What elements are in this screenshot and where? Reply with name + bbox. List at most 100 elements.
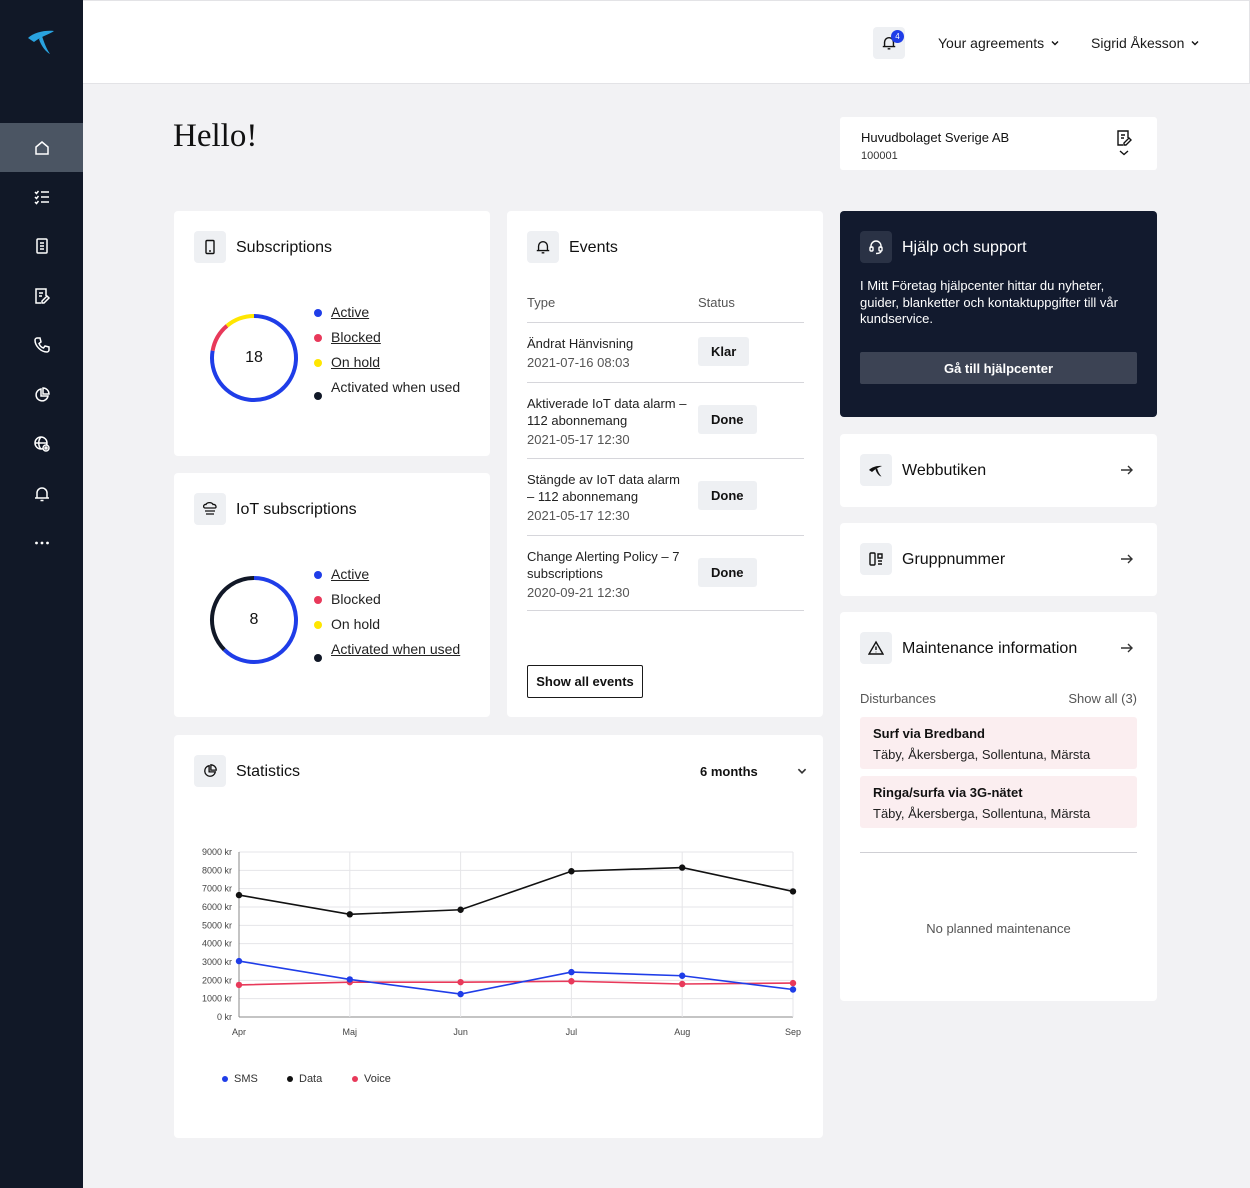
notifications-button[interactable]: 4 (873, 27, 905, 59)
arrow-right-icon (1121, 554, 1133, 564)
nav-more[interactable] (0, 518, 83, 567)
data-point-data[interactable] (568, 868, 575, 875)
event-status-badge: Done (698, 558, 757, 587)
data-point-voice[interactable] (568, 978, 575, 985)
x-tick-label: Jul (566, 1027, 578, 1037)
event-row[interactable]: Change Alerting Policy – 7 subscriptions… (527, 535, 804, 611)
iot-donut (210, 576, 298, 664)
disturbance-item[interactable]: Surf via Bredband Täby, Åkersberga, Soll… (860, 717, 1137, 769)
legend-item[interactable]: Blocked2 (314, 329, 614, 346)
legend-label: On hold (331, 616, 381, 632)
bell-icon (34, 486, 49, 501)
legend-item[interactable]: Active14 (314, 304, 614, 321)
notification-count-badge: 4 (891, 30, 904, 43)
group-number-link-card[interactable]: Gruppnummer (840, 523, 1157, 596)
data-point-data[interactable] (679, 864, 686, 871)
data-point-sms[interactable] (235, 957, 243, 965)
legend-dot (314, 334, 322, 342)
statistics-title: Statistics (236, 763, 301, 780)
x-tick-label: Apr (232, 1027, 246, 1037)
event-title: Aktiverade IoT data alarm – 112 abonnema… (527, 396, 687, 428)
data-point-sms[interactable] (789, 986, 797, 993)
user-menu[interactable]: Sigrid Åkesson (1091, 35, 1200, 51)
nav-coverage[interactable] (0, 419, 83, 468)
data-point-voice[interactable] (457, 978, 464, 986)
chart-legend-item[interactable]: SMS (222, 1073, 258, 1085)
legend-label[interactable]: Blocked (331, 329, 381, 345)
legend-item[interactable]: Active5 (314, 566, 614, 583)
chart-legend-label: Voice (364, 1073, 391, 1085)
divider (860, 852, 1137, 853)
sidebar (0, 0, 83, 1188)
disturbance-item[interactable]: Ringa/surfa via 3G-nätet Täby, Åkersberg… (860, 776, 1137, 828)
event-status-badge: Done (698, 481, 757, 510)
help-icon-box (860, 231, 892, 263)
data-point-voice[interactable] (235, 981, 243, 989)
chart-legend-label: Data (299, 1073, 323, 1085)
event-date: 2021-05-17 12:30 (527, 508, 630, 523)
chart-legend-item[interactable]: Voice (352, 1073, 391, 1085)
nav-list[interactable] (0, 172, 83, 221)
statistics-icon-box (194, 755, 226, 787)
chevron-down-icon[interactable] (796, 765, 808, 777)
data-point-voice[interactable] (789, 979, 797, 987)
nav-notifications[interactable] (0, 469, 83, 518)
event-row[interactable]: Ändrat Hänvisning 2021-07-16 08:03 Klar (527, 322, 804, 382)
chevron-down-icon (1191, 41, 1199, 46)
iot-subscriptions-card: IoT subscriptions 8 Active5 Blocked0 On ho… (174, 473, 614, 717)
data-point-voice[interactable] (679, 980, 686, 988)
agreements-dropdown[interactable]: Your agreements (938, 35, 1060, 51)
webshop-link-card[interactable]: Webbutiken (840, 434, 1157, 507)
nav-phone[interactable] (0, 320, 83, 369)
nav-home[interactable] (0, 123, 83, 172)
event-date: 2021-05-17 12:30 (527, 432, 630, 447)
data-point-data[interactable] (235, 891, 243, 899)
legend-item[interactable]: Activated when used3 (314, 641, 614, 665)
data-point-sms[interactable] (568, 968, 575, 976)
data-point-sms[interactable] (679, 972, 686, 979)
telia-logo[interactable] (24, 24, 58, 58)
disturbance-areas: Täby, Åkersberga, Sollentuna, Märsta (873, 747, 1091, 762)
show-all-disturbances-link[interactable]: Show all (3) (1068, 691, 1137, 706)
chart-legend-item[interactable]: Data (287, 1073, 322, 1085)
events-icon-box (527, 231, 559, 263)
page-title: Hello! (173, 118, 258, 154)
x-tick-label: Maj (343, 1027, 358, 1037)
legend-label[interactable]: On hold (331, 354, 381, 370)
event-title: Ändrat Hänvisning (527, 336, 634, 351)
subscriptions-title: Subscriptions (236, 239, 333, 256)
legend-label[interactable]: Active (331, 566, 370, 582)
series-line-sms (238, 960, 794, 995)
no-planned-maintenance-text: No planned maintenance (926, 921, 1071, 936)
data-point-data[interactable] (789, 888, 797, 895)
nav-statistics[interactable] (0, 370, 83, 419)
help-center-button[interactable]: Gå till hjälpcenter (860, 352, 1137, 384)
iot-total: 8 (249, 611, 259, 628)
y-tick-label: 3000 kr (202, 957, 232, 967)
top-bar: 4 Your agreements Sigrid Åkesson (83, 0, 1250, 84)
nav-orders[interactable] (0, 271, 83, 320)
company-selector[interactable]: Huvudbolaget Sverige AB 100001 (840, 117, 1157, 170)
data-point-sms[interactable] (457, 990, 464, 998)
events-card: Events Type Status Ändrat Hänvisning 202… (507, 211, 823, 717)
legend-label[interactable]: Activated when used (331, 641, 461, 657)
donut-segment (225, 314, 255, 328)
arrow-right-icon[interactable] (1119, 640, 1135, 656)
nav-invoices[interactable] (0, 221, 83, 270)
legend-item[interactable]: On hold2 (314, 354, 614, 371)
group-number-icon-box (860, 543, 892, 575)
show-all-events-button[interactable]: Show all events (527, 665, 643, 698)
document-edit-icon (34, 287, 50, 304)
event-row[interactable]: Stängde av IoT data alarm – 112 abonnema… (527, 458, 804, 534)
event-row[interactable]: Aktiverade IoT data alarm – 112 abonnema… (527, 382, 804, 458)
donut-segment (210, 324, 229, 352)
arrow-right-icon (1121, 465, 1133, 475)
y-tick-label: 1000 kr (202, 994, 232, 1004)
statistics-card: Statistics 6 months 0 kr 1000 kr 2000 kr 30… (174, 735, 823, 1138)
period-select[interactable]: 6 months (700, 764, 758, 779)
data-point-data[interactable] (457, 906, 464, 913)
legend-label[interactable]: Active (331, 304, 370, 320)
data-point-data[interactable] (346, 911, 353, 918)
data-point-sms[interactable] (346, 976, 353, 983)
headset-icon (869, 240, 883, 255)
